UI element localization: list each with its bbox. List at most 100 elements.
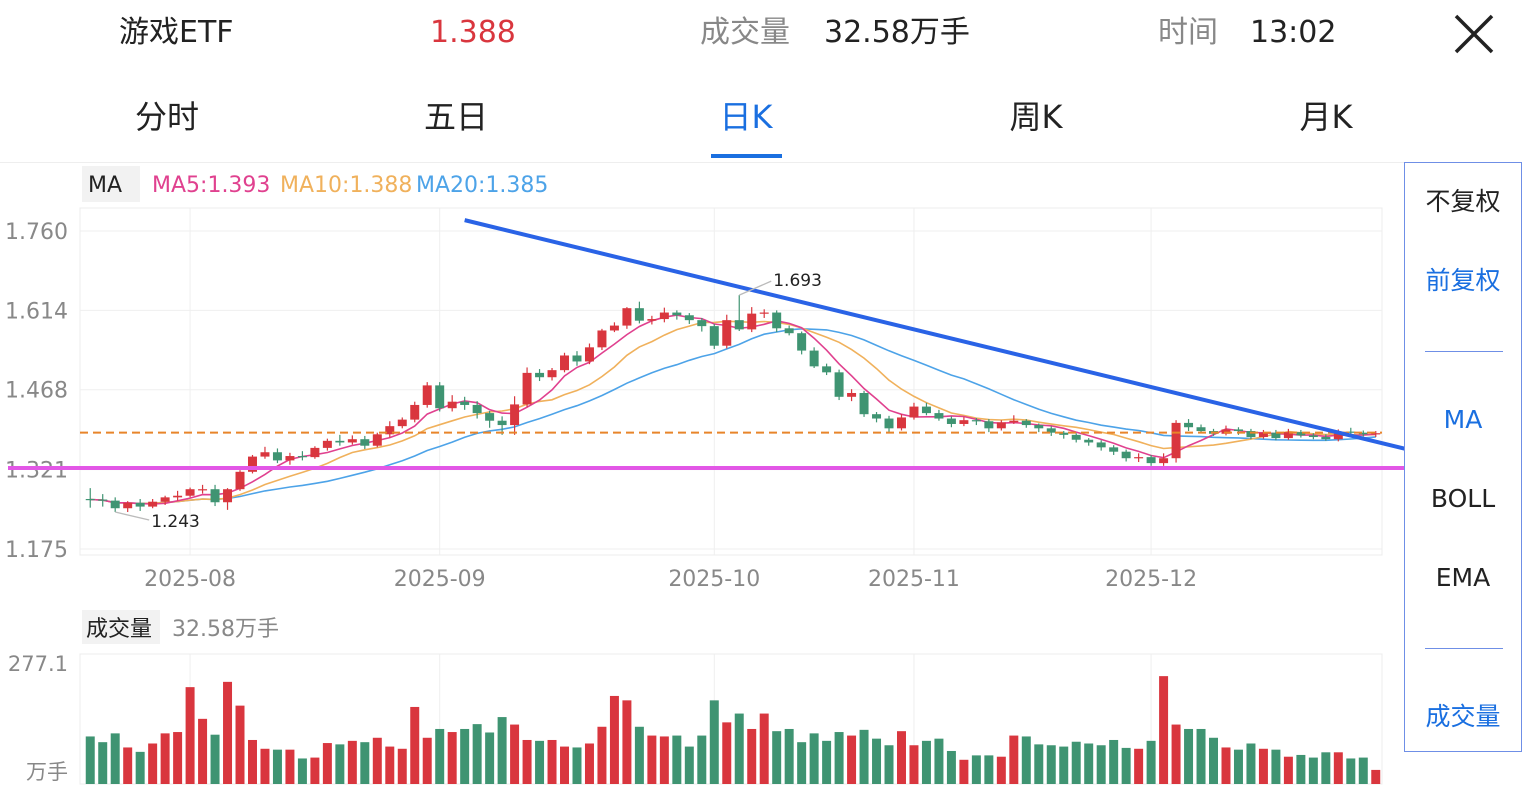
volume-bar [659, 736, 669, 784]
candle-body [210, 489, 220, 503]
tab-weekly-k[interactable]: 周K [1009, 98, 1063, 136]
volume-bar [984, 755, 994, 784]
candle-body [148, 501, 158, 507]
candle-body [447, 401, 457, 409]
candle-body [297, 456, 307, 458]
candle-body [247, 456, 257, 472]
candle-body [472, 404, 482, 414]
legend-ma20: MA20:1.385 [416, 173, 548, 198]
volume-bar [173, 732, 183, 784]
candle-body [110, 500, 120, 509]
volume-bar [272, 749, 282, 784]
tab-daily-k[interactable]: 日K [719, 98, 773, 136]
candle-body [223, 489, 233, 503]
volume-bar [1333, 752, 1343, 784]
candle-body [272, 452, 282, 461]
volume-bar [1246, 743, 1256, 784]
volume-bar [547, 739, 557, 784]
candle-body [160, 497, 170, 502]
adjust-forward-option[interactable]: 前复权 [1425, 266, 1501, 295]
candle-body [1159, 458, 1169, 464]
volume-bar [397, 748, 407, 784]
candle-body [584, 347, 594, 362]
volume-bar [896, 731, 906, 784]
kline-chart[interactable]: 1.760 1.614 1.468 1.321 1.175 2025-08 2025-09… [0, 160, 1522, 792]
close-icon[interactable] [1452, 12, 1496, 56]
volume-legend-box [82, 610, 160, 644]
candle-body [485, 413, 495, 421]
time-value: 13:02 [1250, 15, 1337, 50]
volume-bars [85, 676, 1381, 784]
candle-body [896, 417, 906, 429]
candle-body [285, 456, 295, 461]
volume-bar [859, 729, 869, 784]
candle-body [772, 312, 782, 329]
candle-body [410, 404, 420, 420]
candle-body [1084, 439, 1094, 443]
candle-body [198, 489, 208, 491]
volume-bar [160, 733, 170, 784]
candle-body [647, 319, 657, 321]
candle-body [1321, 437, 1331, 440]
overlay-lines [8, 218, 1522, 480]
volume-bar [560, 746, 570, 784]
resistance-trendline [464, 218, 1522, 480]
tab-intraday[interactable]: 分时 [134, 98, 199, 136]
volume-bar [510, 724, 520, 784]
volume-bar [747, 728, 757, 784]
ma20-line [90, 327, 1376, 505]
candle-body [497, 420, 507, 426]
tab-monthly-k[interactable]: 月K [1299, 98, 1353, 136]
volume-bar [1271, 749, 1281, 784]
indicator-volume-option[interactable]: 成交量 [1425, 702, 1501, 731]
date-tick-label: 2025-12 [1105, 567, 1197, 592]
tab-five-day[interactable]: 五日 [423, 98, 488, 136]
volume-bar [697, 735, 707, 784]
volume-bar [1084, 743, 1094, 784]
volume-bar [285, 749, 295, 784]
volume-bar [759, 713, 769, 784]
candle-body [85, 498, 95, 501]
candle-body [909, 406, 919, 418]
price-tick-label: 1.175 [5, 538, 68, 563]
indicator-ema-option[interactable]: EMA [1435, 563, 1491, 592]
adjust-none-option[interactable]: 不复权 [1425, 187, 1501, 216]
candle-body [1034, 425, 1044, 429]
candle-body [684, 315, 694, 321]
indicator-panel: 不复权 前复权 MA BOLL EMA 成交量 [1404, 162, 1522, 752]
volume-bar [185, 687, 195, 784]
candle-body [510, 404, 520, 426]
volume-bar [1371, 769, 1381, 784]
candle-body [235, 471, 245, 490]
volume-bar [422, 737, 432, 784]
date-tick-label: 2025-08 [144, 567, 236, 592]
candle-body [672, 312, 682, 316]
volume-bar [1321, 752, 1331, 784]
volume-bar [497, 717, 507, 784]
candle-body [884, 418, 894, 429]
candle-body [934, 413, 944, 419]
candle-body [722, 320, 732, 346]
candle-body [734, 320, 744, 330]
candle-body [759, 312, 769, 314]
volume-bar [247, 739, 257, 784]
legend-ma5: MA5:1.393 [152, 173, 270, 198]
candle-body [1258, 432, 1268, 438]
extreme-annotations: 1.693 1.243 [115, 271, 822, 532]
volume-bar [971, 755, 981, 784]
volume-bar [597, 726, 607, 784]
indicator-ma-option[interactable]: MA [1443, 405, 1483, 434]
volume-bar [634, 726, 644, 784]
volume-bar [385, 746, 395, 784]
volume-bar [647, 735, 657, 784]
volume-bar [1134, 748, 1144, 784]
indicator-boll-option[interactable]: BOLL [1430, 484, 1496, 513]
panel-divider [1425, 648, 1503, 649]
volume-bar [210, 734, 220, 784]
volume-bar [1184, 728, 1194, 784]
active-tab-indicator [711, 154, 782, 158]
price-axis: 1.760 1.614 1.468 1.321 1.175 [5, 220, 68, 563]
volume-label: 成交量 [700, 15, 790, 50]
volume-bar [1046, 745, 1056, 784]
date-axis: 2025-08 2025-09 2025-10 2025-11 2025-12 [144, 567, 1197, 592]
